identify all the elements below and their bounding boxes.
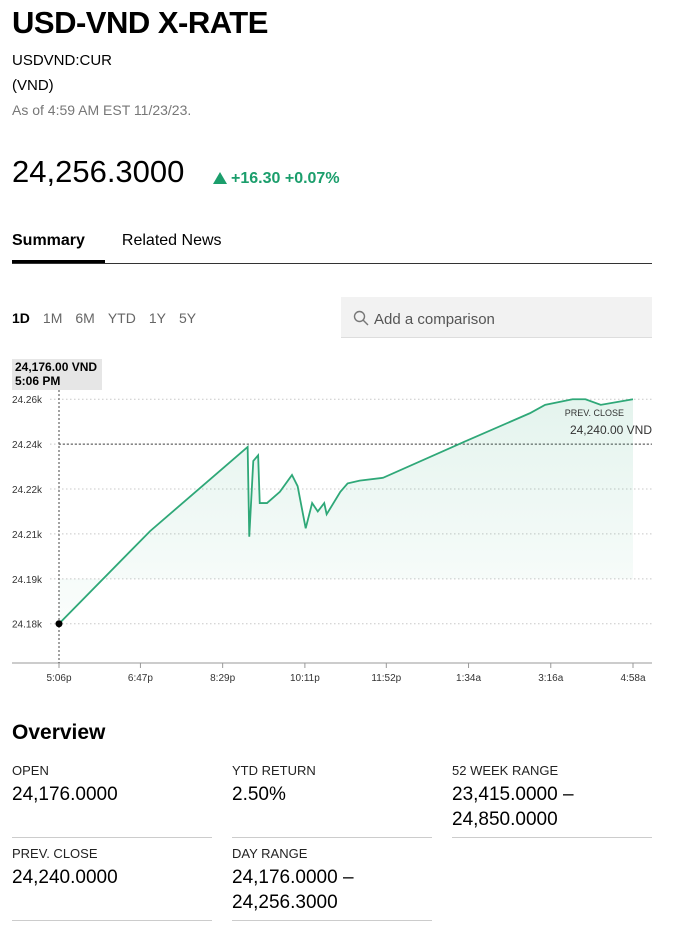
- x-tick-label: 11:52p: [371, 673, 401, 684]
- range-button[interactable]: YTD: [107, 310, 136, 326]
- overview-item: YTD RETURN 2.50%: [232, 763, 432, 838]
- range-button[interactable]: 6M: [75, 310, 95, 326]
- x-tick-label: 10:11p: [290, 673, 320, 684]
- range-button[interactable]: 1M: [42, 310, 63, 326]
- overview-value: 24,176.0000 – 24,256.3000: [232, 867, 354, 913]
- search-icon: [353, 310, 369, 326]
- tabs: Summary Related News: [12, 232, 652, 264]
- change-value: +16.30: [231, 170, 281, 187]
- up-arrow: [213, 172, 227, 184]
- search-placeholder: Add a comparison: [374, 311, 495, 328]
- tab[interactable]: Related News: [121, 232, 222, 249]
- overview-label: DAY RANGE: [232, 846, 308, 861]
- overview-label: PREV. CLOSE: [12, 846, 98, 861]
- overview-grid: OPEN 24,176.0000 YTD RETURN 2.50% 52 WEEK RA…: [12, 763, 652, 921]
- overview-item: OPEN 24,176.0000: [12, 763, 212, 838]
- x-tick-label: 1:34a: [456, 673, 481, 684]
- y-tick-label: 24.19k: [12, 575, 43, 586]
- tooltip-box: [12, 359, 102, 390]
- overview-item: PREV. CLOSE 24,240.0000: [12, 846, 212, 921]
- overview-value: 24,240.0000: [12, 867, 118, 888]
- y-tick-label: 24.22k: [12, 485, 43, 496]
- change: +16.30 +0.07%: [213, 170, 340, 188]
- range-button[interactable]: 5Y: [178, 310, 197, 326]
- y-tick-label: 24.24k: [12, 440, 43, 451]
- overview-label: 52 WEEK RANGE: [452, 763, 559, 778]
- tooltip-value: 24,176.00 VND: [15, 360, 97, 374]
- title: USD-VND X-RATE: [12, 5, 268, 40]
- ticker: USDVND:CUR: [12, 52, 113, 69]
- currency: (VND): [12, 77, 54, 94]
- overview-value: 2.50%: [232, 784, 286, 805]
- chart: 24.18k 24.19k 24.21k 24.22k 24.24k 24.26k 5:06…: [12, 359, 652, 684]
- x-tick-label: 4:58a: [620, 673, 645, 684]
- x-tick-label: 3:16a: [538, 673, 563, 684]
- overview-value: 23,415.0000 – 24,850.0000: [452, 784, 574, 830]
- x-tick-label: 6:47p: [128, 673, 153, 684]
- overview-title: Overview: [12, 721, 106, 744]
- comparison-search[interactable]: Add a comparison: [341, 297, 652, 338]
- reference-label: 24,240.00 VND: [570, 423, 652, 437]
- range-button[interactable]: 1Y: [148, 310, 166, 326]
- overview-label: YTD RETURN: [232, 763, 316, 778]
- x-tick-label: 5:06p: [46, 673, 71, 684]
- x-tick-label: 8:29p: [210, 673, 235, 684]
- y-tick-label: 24.26k: [12, 395, 43, 406]
- range-button[interactable]: 1D: [12, 310, 30, 326]
- reference-name: PREV. CLOSE: [565, 408, 624, 418]
- y-tick-label: 24.18k: [12, 620, 43, 631]
- tooltip-time: 5:06 PM: [15, 374, 60, 388]
- change-percent: +0.07%: [284, 170, 340, 187]
- tab[interactable]: Summary: [12, 232, 105, 263]
- overview-value: 24,176.0000: [12, 784, 118, 805]
- as-of: As of 4:59 AM EST 11/23/23.: [12, 102, 192, 118]
- overview-label: OPEN: [12, 763, 49, 778]
- overview-item: 52 WEEK RANGE 23,415.0000 – 24,850.0000: [452, 763, 652, 838]
- price: 24,256.3000: [12, 154, 185, 189]
- range-selector: 1D 1M 6M YTD 1Y 5Y: [12, 310, 196, 326]
- y-tick-label: 24.21k: [12, 530, 43, 541]
- overview-item: DAY RANGE 24,176.0000 – 24,256.3000: [232, 846, 432, 921]
- area-fill: [59, 399, 633, 624]
- point-marker: [55, 620, 63, 628]
- price-line: [58, 398, 634, 625]
